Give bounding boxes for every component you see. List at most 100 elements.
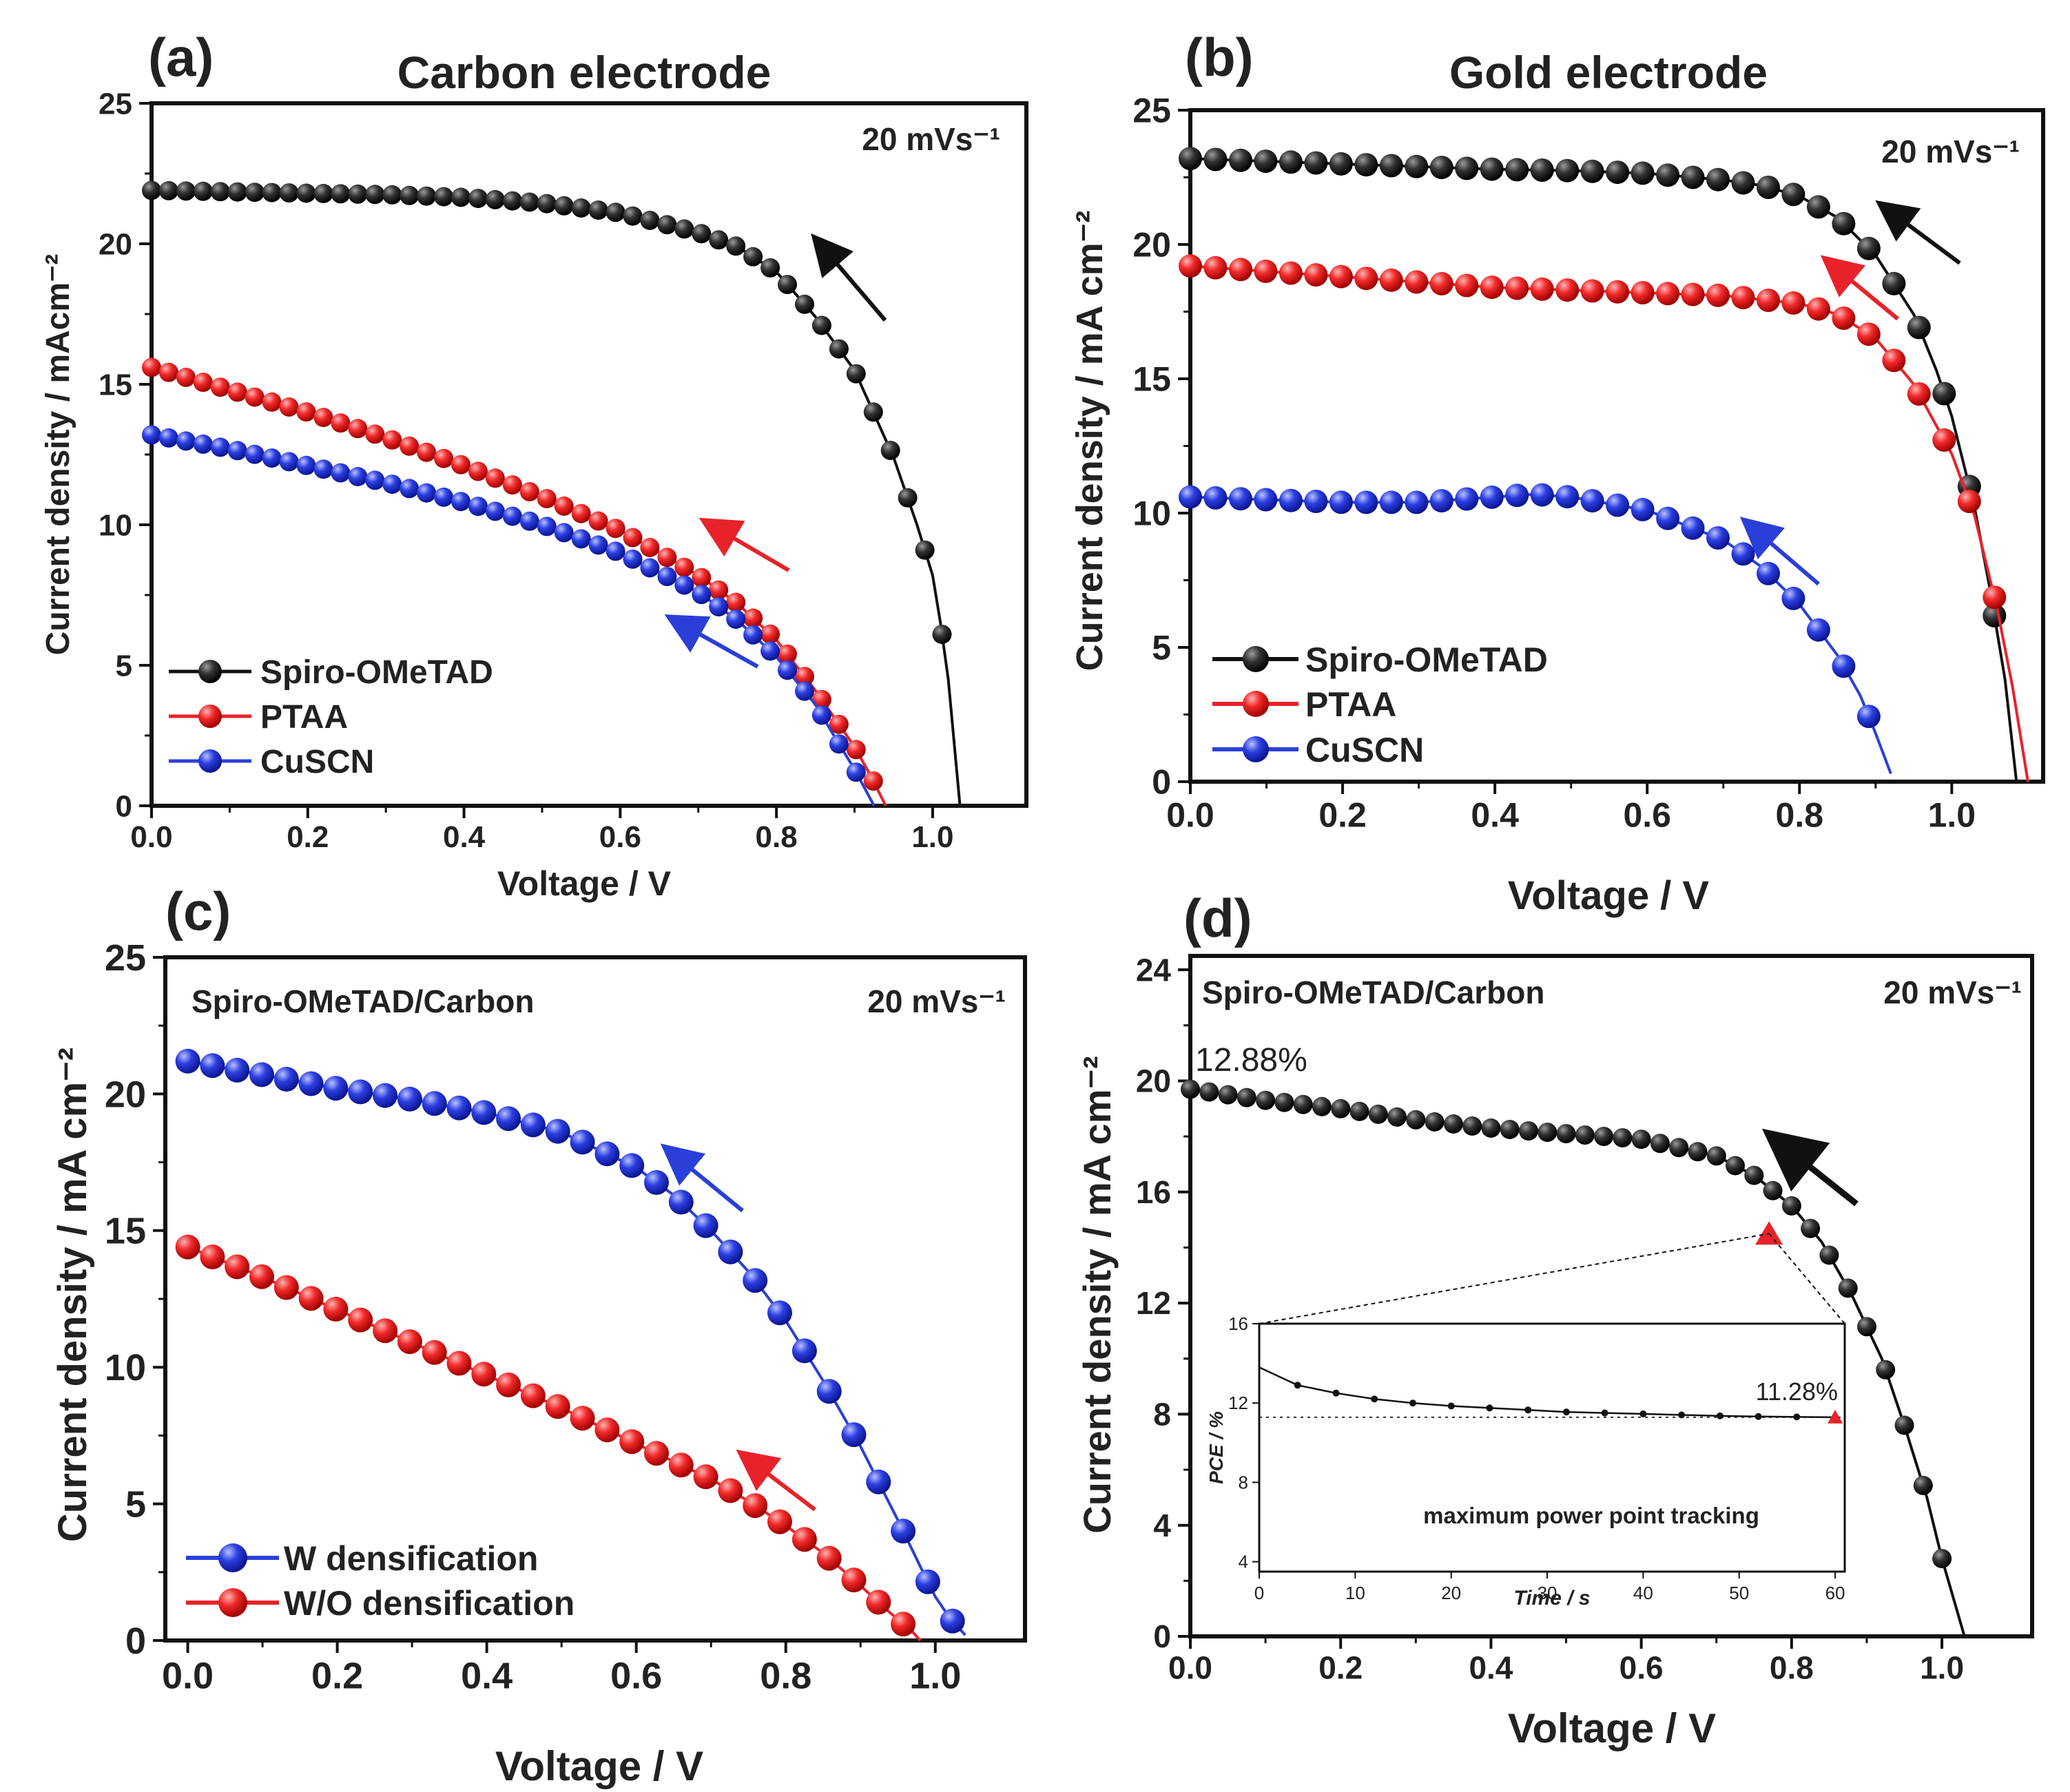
- d-series-0-marker: [1631, 1129, 1651, 1149]
- c-series-0-marker: [323, 1076, 349, 1101]
- a-series-0-marker: [348, 184, 368, 204]
- c-series-1-marker: [743, 1493, 768, 1519]
- c-series-1-marker: [249, 1264, 274, 1289]
- c-ytick-label: 15: [105, 1211, 146, 1252]
- d-series-0-marker: [1594, 1127, 1614, 1147]
- c-series-1-marker: [397, 1329, 422, 1355]
- a-series-2-marker: [210, 437, 230, 457]
- panel-b-title: Gold electrode: [1449, 47, 1768, 98]
- panel-d-xticks: 0.0 0.2 0.4 0.6 0.8 1.0: [1168, 1636, 1964, 1686]
- b-xtick-label: 0.6: [1623, 796, 1671, 835]
- a-series-0-marker: [382, 185, 402, 205]
- c-series-1-line: [187, 1245, 922, 1642]
- a-series-1-marker: [158, 362, 178, 382]
- b-series-0-marker: [1555, 158, 1580, 183]
- c-series-1-marker: [841, 1567, 867, 1593]
- c-series-0-marker: [891, 1519, 916, 1544]
- d-ytick-label: 0: [1153, 1618, 1171, 1654]
- c-ytick-label: 10: [105, 1347, 146, 1388]
- panel-d-inset-xlabel: Time / s: [1513, 1587, 1590, 1609]
- c-series-0-marker: [841, 1422, 867, 1448]
- b-series-0-marker: [1681, 165, 1705, 189]
- panel-d-inset-series-marker: [1409, 1399, 1416, 1407]
- a-series-1-marker: [210, 377, 230, 397]
- b-series-0-marker: [1882, 271, 1906, 295]
- panel-d-inset-series-marker: [1716, 1412, 1724, 1419]
- a-series-1-marker: [657, 548, 677, 567]
- a-series-1-marker: [502, 475, 522, 495]
- d-series-0-marker: [1781, 1196, 1801, 1216]
- d-series-0-marker: [1293, 1094, 1313, 1114]
- c-ytick-label: 0: [125, 1621, 146, 1662]
- a-series-2-marker: [606, 541, 625, 561]
- a-series-0-marker: [417, 186, 437, 206]
- c-series-1-marker: [520, 1383, 546, 1408]
- b-series-1-marker: [1757, 289, 1780, 312]
- c-series-1-marker: [866, 1590, 891, 1615]
- d-series-0-marker: [1425, 1112, 1445, 1132]
- a-series-1-marker: [726, 592, 746, 612]
- panel-d-inset-series-marker: [1447, 1402, 1455, 1410]
- c-series-0-marker: [348, 1079, 373, 1105]
- a-series-1-marker: [554, 496, 574, 516]
- b-series-1-marker: [1329, 264, 1353, 289]
- b-series-1-marker: [1832, 306, 1856, 330]
- b-series-2-marker: [1606, 493, 1630, 517]
- panel-d-inset-series: [1259, 1366, 1845, 1424]
- b-series-1-marker: [1229, 258, 1252, 282]
- a-series-0-marker: [880, 441, 900, 460]
- panel-a-series: [142, 180, 962, 806]
- d-series-0-marker: [1256, 1090, 1276, 1110]
- panel-a-legend-marker-ptaa: [198, 705, 222, 728]
- c-series-1-marker: [668, 1452, 694, 1478]
- b-series-1-marker: [1706, 283, 1730, 307]
- panel-c-annotation: Spiro-OMeTAD/Carbon: [192, 983, 534, 1019]
- panel-c-xticks: 0.0 0.2 0.4 0.6 0.8 1.0: [162, 1640, 961, 1696]
- c-series-0-marker: [718, 1239, 743, 1264]
- b-xtick-label: 0.0: [1166, 796, 1214, 835]
- b-ytick-label: 10: [1132, 494, 1171, 533]
- b-series-2-marker: [1856, 705, 1881, 729]
- panel-a-legend-label-cuscn: CuSCN: [260, 744, 374, 780]
- d-series-0-marker: [1706, 1146, 1726, 1166]
- b-series-2-marker: [1379, 490, 1403, 514]
- b-series-0-marker: [1179, 147, 1202, 171]
- c-series-0-marker: [816, 1379, 842, 1404]
- b-series-1-marker: [1279, 261, 1303, 285]
- c-series-1-marker: [594, 1417, 620, 1443]
- b-series-2-marker: [1731, 542, 1755, 566]
- c-series-1-marker: [200, 1244, 225, 1269]
- d-series-0-marker: [1650, 1134, 1670, 1154]
- c-series-1-marker: [570, 1406, 595, 1431]
- panel-c-xlabel: Voltage / V: [495, 1743, 703, 1789]
- panel-b-arrow-red: [1820, 255, 1899, 321]
- panel-d-inset-series-marker: [1332, 1389, 1340, 1397]
- a-xtick-label: 0.4: [443, 820, 486, 854]
- c-series-1-marker: [693, 1464, 718, 1490]
- a-series-2-marker: [245, 444, 265, 464]
- a-series-0-marker: [400, 185, 420, 205]
- a-series-1-marker: [760, 624, 780, 644]
- panel-d-yticks: 0 4 8 12 16 20 24: [1136, 952, 1190, 1654]
- d-series-0-marker: [1199, 1082, 1219, 1102]
- d-xtick-label: 0.2: [1318, 1650, 1363, 1686]
- panel-b-legend-label-spiro: Spiro-OMeTAD: [1305, 640, 1548, 679]
- b-series-2-marker: [1405, 490, 1429, 514]
- b-series-1-marker: [1606, 280, 1630, 304]
- a-series-2-marker: [296, 455, 316, 475]
- panel-b-frame: [1188, 108, 2045, 784]
- a-series-0-marker: [811, 315, 831, 335]
- a-series-2-marker: [313, 459, 333, 479]
- a-series-1-marker: [365, 424, 385, 444]
- b-series-1-marker: [1882, 348, 1906, 373]
- panel-b-xlabel: Voltage / V: [1508, 873, 1710, 918]
- c-series-0-marker: [249, 1062, 274, 1087]
- d-series-0-marker: [1387, 1107, 1407, 1127]
- b-series-0-marker: [1279, 150, 1303, 174]
- b-series-2-marker: [1254, 488, 1278, 512]
- b-series-2-marker: [1806, 618, 1830, 642]
- a-series-2-marker: [811, 705, 831, 725]
- c-series-0-marker: [619, 1153, 645, 1178]
- panel-d-inset-end-marker: [1828, 1409, 1843, 1424]
- panel-d-inset-xtick-label: 30: [1538, 1583, 1557, 1603]
